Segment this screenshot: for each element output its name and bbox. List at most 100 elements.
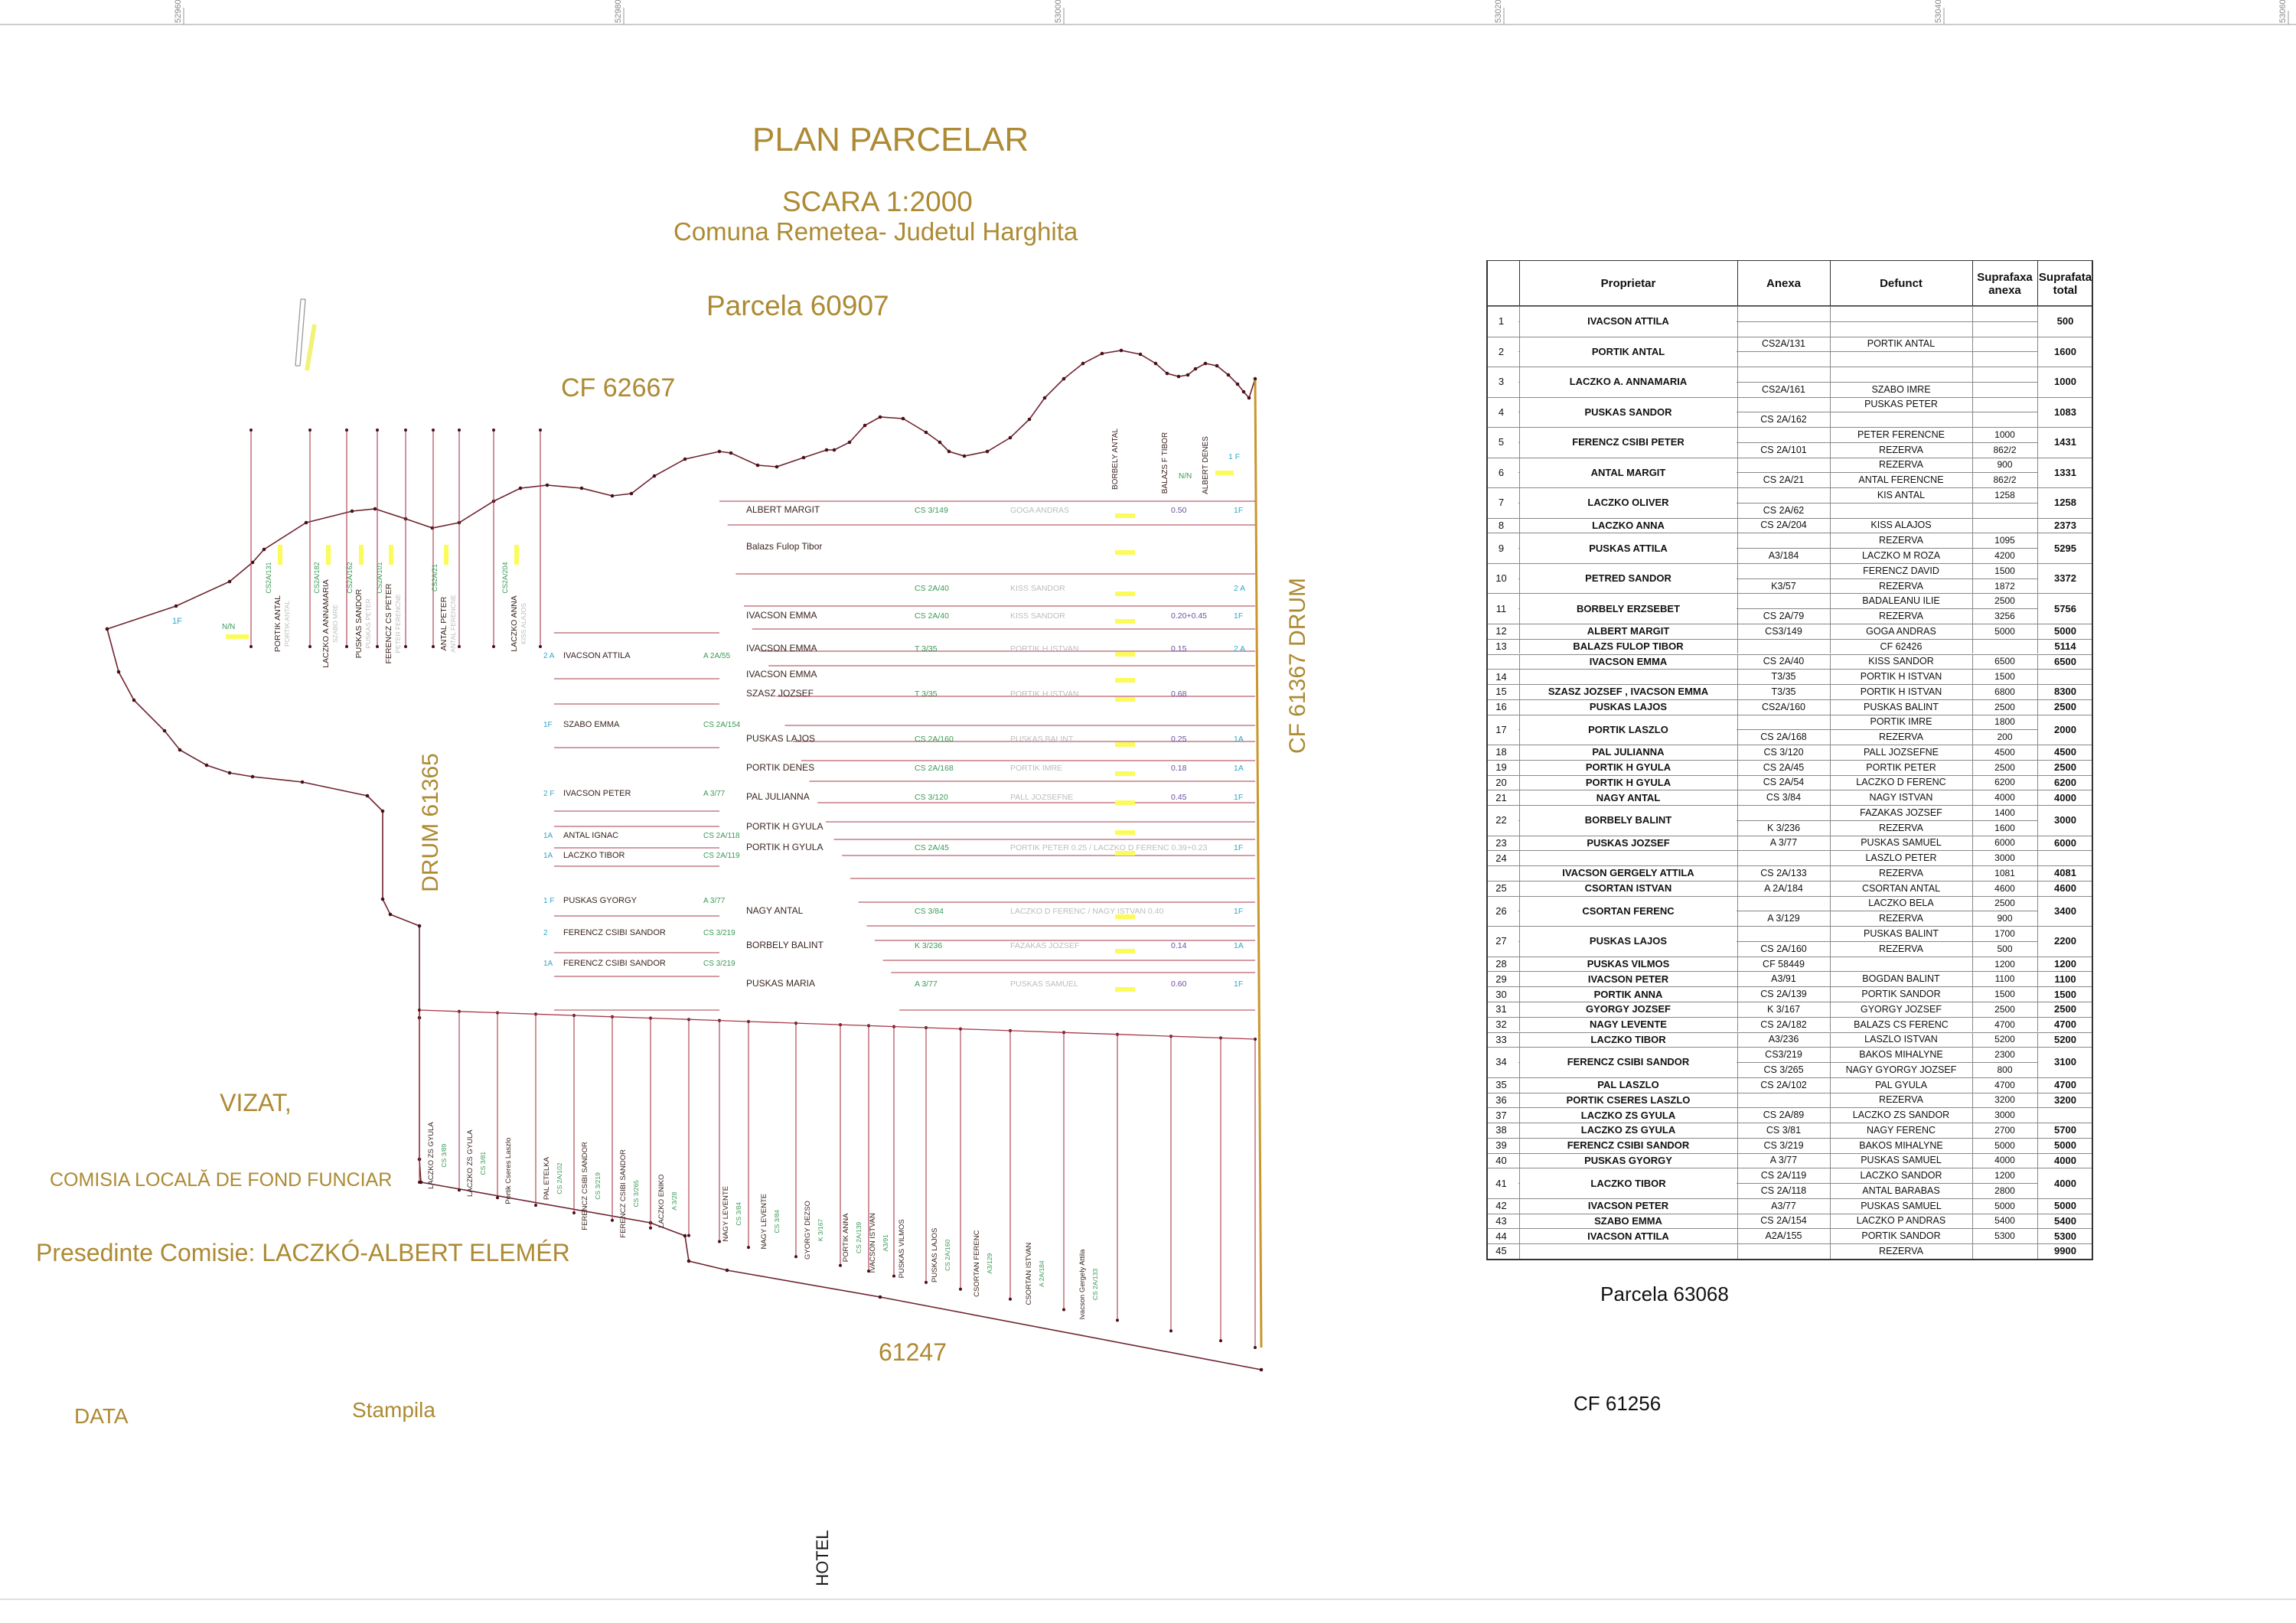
svg-text:PORTIK DENES: PORTIK DENES: [746, 762, 814, 773]
svg-text:IVACSON EMMA: IVACSON EMMA: [746, 643, 817, 653]
svg-text:DATA: DATA: [74, 1404, 129, 1428]
svg-text:N/N: N/N: [1179, 472, 1192, 481]
svg-text:COMISIA LOCALĂ DE FOND FUNCIAR: COMISIA LOCALĂ DE FOND FUNCIAR: [50, 1168, 392, 1191]
svg-text:Comuna Remetea- Judetul Harghi: Comuna Remetea- Judetul Harghita: [673, 217, 1078, 246]
svg-text:Ivacson Gergely Attila: Ivacson Gergely Attila: [1078, 1249, 1087, 1320]
svg-text:NAGY ANTAL: NAGY ANTAL: [746, 905, 804, 916]
svg-text:PUSKAS SAMUEL: PUSKAS SAMUEL: [1010, 979, 1078, 989]
svg-text:BALAZS F TIBOR: BALAZS F TIBOR: [1161, 432, 1169, 494]
svg-text:A 3/28: A 3/28: [670, 1191, 678, 1210]
svg-text:LACZKO ANNA: LACZKO ANNA: [510, 595, 519, 652]
svg-text:1A: 1A: [1234, 735, 1244, 744]
svg-text:FERENCZ CSIBI SANDOR: FERENCZ CSIBI SANDOR: [619, 1149, 628, 1238]
svg-text:CS 3/219: CS 3/219: [594, 1172, 602, 1200]
svg-text:PUSKAS VILMOS: PUSKAS VILMOS: [898, 1219, 906, 1278]
svg-text:CS2A/101: CS2A/101: [376, 562, 383, 593]
svg-text:1F: 1F: [543, 721, 553, 729]
svg-text:CS 2A/45: CS 2A/45: [915, 843, 949, 852]
svg-text:PLAN PARCELAR: PLAN PARCELAR: [752, 121, 1029, 158]
svg-text:2 F: 2 F: [543, 790, 554, 798]
svg-text:1F: 1F: [1234, 843, 1243, 852]
svg-text:CS2A/162: CS2A/162: [346, 562, 354, 593]
svg-text:1A: 1A: [543, 960, 553, 968]
svg-text:1 F: 1 F: [1228, 452, 1240, 461]
svg-text:IVACSON EMMA: IVACSON EMMA: [746, 669, 817, 680]
svg-text:LACZKO A ANNAMARIA: LACZKO A ANNAMARIA: [321, 579, 331, 668]
svg-text:53020: 53020: [1494, 0, 1503, 23]
svg-text:0.45: 0.45: [1171, 793, 1187, 802]
svg-text:CS 2A/168: CS 2A/168: [915, 764, 954, 773]
svg-text:Presedinte Comisie: LACZKÓ-ALB: Presedinte Comisie: LACZKÓ-ALBERT ELEMÉR: [36, 1239, 570, 1266]
svg-text:T 3/35: T 3/35: [915, 644, 938, 653]
svg-text:2 A: 2 A: [1234, 644, 1245, 653]
svg-text:SZASZ JOZSEF: SZASZ JOZSEF: [746, 688, 814, 699]
svg-text:A 3/77: A 3/77: [703, 790, 726, 798]
svg-text:PORTIK ANTAL: PORTIK ANTAL: [283, 601, 291, 647]
svg-text:PUSKAS SANDOR: PUSKAS SANDOR: [354, 588, 364, 658]
svg-text:CS 3/89: CS 3/89: [440, 1143, 448, 1167]
svg-text:A 3/77: A 3/77: [915, 979, 938, 989]
svg-text:CS 3/84: CS 3/84: [735, 1202, 742, 1226]
svg-text:CS 3/265: CS 3/265: [632, 1180, 640, 1207]
svg-text:Parcela 63068: Parcela 63068: [1600, 1282, 1729, 1305]
svg-text:PUSKAS PETER: PUSKAS PETER: [364, 598, 372, 648]
svg-text:IVACSON ISTVAN: IVACSON ISTVAN: [869, 1213, 877, 1273]
svg-text:CS 2A/40: CS 2A/40: [915, 611, 949, 621]
svg-text:1 F: 1 F: [543, 897, 554, 905]
svg-text:GYORGY DEZSO: GYORGY DEZSO: [804, 1201, 812, 1260]
svg-text:53060: 53060: [2278, 0, 2288, 23]
svg-text:LACZKO ENIKO: LACZKO ENIKO: [657, 1175, 666, 1228]
svg-text:0.60: 0.60: [1171, 979, 1187, 989]
svg-text:1F: 1F: [1234, 979, 1243, 989]
svg-text:DRUM 61365: DRUM 61365: [418, 753, 443, 892]
svg-text:Balazs Fulop Tibor: Balazs Fulop Tibor: [746, 541, 822, 552]
svg-text:LACZKO ZS GYULA: LACZKO ZS GYULA: [427, 1122, 435, 1189]
svg-text:1F: 1F: [1234, 611, 1243, 621]
svg-text:53040: 53040: [1934, 0, 1943, 23]
svg-text:SCARA 1:2000: SCARA 1:2000: [782, 186, 973, 217]
svg-text:VIZAT,: VIZAT,: [220, 1089, 292, 1116]
svg-text:PUSKAS LAJOS: PUSKAS LAJOS: [931, 1228, 939, 1282]
svg-text:CS 2A/160: CS 2A/160: [944, 1239, 951, 1270]
svg-text:FERENCZ CSIBI SANDOR: FERENCZ CSIBI SANDOR: [581, 1142, 589, 1230]
svg-text:CS2A/131: CS2A/131: [265, 562, 272, 593]
svg-text:LACZKO TIBOR: LACZKO TIBOR: [563, 851, 625, 860]
svg-text:1F: 1F: [1234, 793, 1243, 802]
svg-text:A 2A/55: A 2A/55: [703, 652, 730, 660]
svg-text:1A: 1A: [1234, 941, 1244, 950]
svg-text:CF 61367 DRUM: CF 61367 DRUM: [1285, 578, 1310, 754]
svg-text:52980: 52980: [614, 0, 623, 23]
svg-text:CSORTAN FERENC: CSORTAN FERENC: [973, 1230, 981, 1296]
svg-text:SZABO EMMA: SZABO EMMA: [563, 720, 620, 729]
svg-text:2 A: 2 A: [1234, 584, 1245, 593]
svg-text:1F: 1F: [1234, 907, 1243, 916]
svg-text:ALBERT DENES: ALBERT DENES: [1202, 436, 1210, 494]
svg-text:A3/129: A3/129: [986, 1253, 993, 1273]
svg-text:PUSKAS LAJOS: PUSKAS LAJOS: [746, 733, 815, 744]
svg-text:IVACSON PETER: IVACSON PETER: [563, 789, 631, 798]
svg-text:FERENCZ CS PETER: FERENCZ CS PETER: [384, 583, 393, 663]
svg-text:ANTAL IGNAC: ANTAL IGNAC: [563, 831, 618, 840]
svg-text:0.25: 0.25: [1171, 735, 1187, 744]
svg-text:A3/91: A3/91: [882, 1234, 889, 1251]
svg-text:CS2A/182: CS2A/182: [313, 562, 321, 593]
svg-text:IVACSON ATTILA: IVACSON ATTILA: [563, 651, 631, 660]
svg-text:CSORTAN ISTVAN: CSORTAN ISTVAN: [1025, 1243, 1033, 1305]
svg-text:CF 62667: CF 62667: [561, 373, 675, 402]
svg-text:PALL JOZSEFNE: PALL JOZSEFNE: [1010, 793, 1073, 802]
svg-text:K 3/167: K 3/167: [817, 1219, 824, 1242]
svg-text:PORTIK H GYULA: PORTIK H GYULA: [746, 821, 823, 832]
svg-text:T 3/35: T 3/35: [915, 689, 938, 699]
svg-text:CS 3/149: CS 3/149: [915, 506, 948, 515]
svg-text:NAGY LEVENTE: NAGY LEVENTE: [760, 1194, 768, 1250]
svg-text:2: 2: [543, 929, 548, 937]
svg-text:CS 2A/154: CS 2A/154: [703, 721, 741, 729]
svg-text:A 2A/184: A 2A/184: [1038, 1260, 1045, 1287]
svg-text:N/N: N/N: [222, 623, 235, 631]
svg-text:ANTAL PETER: ANTAL PETER: [439, 596, 448, 650]
svg-text:0.50: 0.50: [1171, 506, 1187, 515]
svg-text:CS 2A/139: CS 2A/139: [855, 1222, 863, 1253]
svg-text:K 3/236: K 3/236: [915, 941, 942, 950]
svg-text:PORTIK PETER 0.25 / LACZKO D: PORTIK PETER 0.25 / LACZKO D FERENC 0.39…: [1010, 843, 1208, 852]
svg-text:0.15: 0.15: [1171, 644, 1187, 653]
